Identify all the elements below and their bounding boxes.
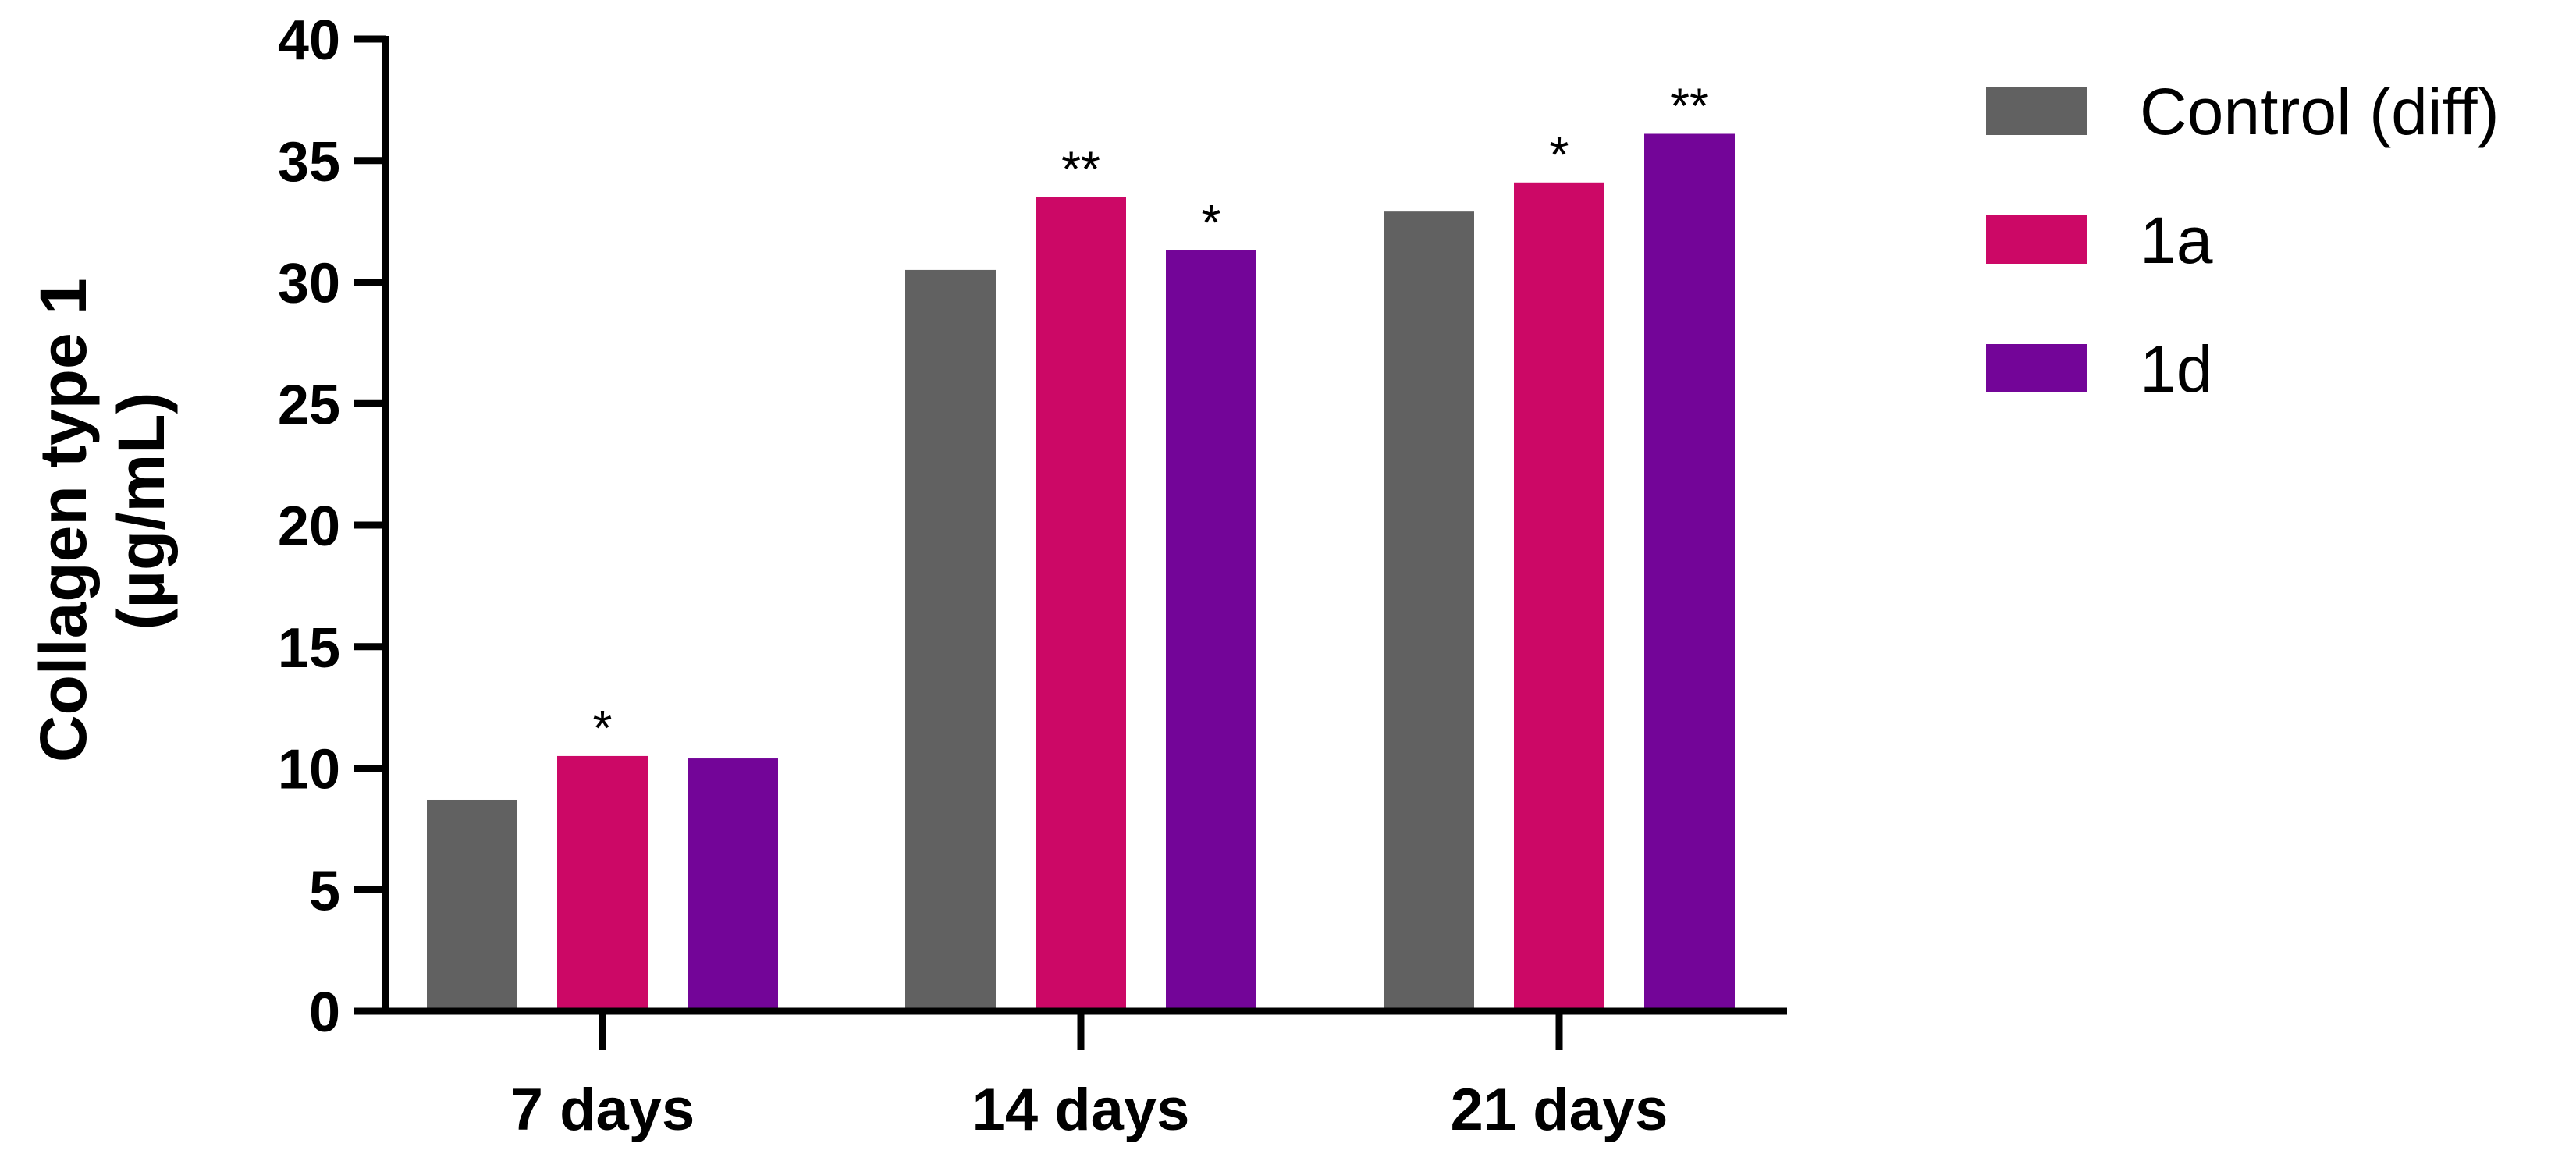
y-tick-label: 5: [309, 860, 340, 922]
legend-swatch: [1986, 344, 2087, 392]
y-tick-label: 15: [278, 617, 340, 680]
y-tick-label: 40: [278, 9, 340, 72]
bar: [905, 269, 996, 1011]
bar: [1036, 197, 1126, 1012]
significance-markers: *** ****: [593, 77, 1709, 755]
y-axis-label-line-2: (µg/mL): [105, 392, 178, 630]
bar: [557, 755, 648, 1011]
y-tick-label: 0: [309, 982, 340, 1044]
legend: Control (diff) 1a 1d: [1986, 75, 2500, 406]
significance-marker: *: [1550, 126, 1569, 183]
legend-label: 1d: [2140, 332, 2212, 406]
y-tick-label: 35: [278, 131, 340, 194]
legend-label: Control (diff): [2140, 75, 2500, 148]
y-tick-label: 10: [278, 739, 340, 801]
bar: [1166, 250, 1256, 1011]
x-axis-ticks: 7 days 14 days 21 days: [510, 1011, 1668, 1143]
bar: [1644, 133, 1735, 1012]
y-axis-label-line-1: Collagen type 1: [27, 278, 100, 762]
y-tick-label: 25: [278, 374, 340, 436]
significance-marker: *: [593, 700, 613, 756]
legend-swatch: [1986, 215, 2087, 264]
legend-swatch: [1986, 87, 2087, 135]
legend-label: 1a: [2140, 204, 2213, 277]
y-axis-label: Collagen type 1 (µg/mL): [27, 260, 178, 762]
bar: [427, 799, 517, 1011]
y-axis-ticks: 0 5 10 15 20 25 30 35 40: [278, 9, 386, 1044]
x-tick-label: 7 days: [510, 1077, 695, 1143]
bar: [1384, 211, 1474, 1011]
x-tick-label: 14 days: [972, 1077, 1190, 1143]
bars: [427, 133, 1735, 1012]
significance-marker: **: [1061, 140, 1100, 197]
bar: [688, 758, 778, 1011]
significance-marker: **: [1670, 77, 1709, 133]
y-tick-label: 30: [278, 253, 340, 315]
bar: [1514, 182, 1604, 1011]
significance-marker: *: [1202, 194, 1221, 250]
x-tick-label: 21 days: [1451, 1077, 1668, 1143]
y-tick-label: 20: [278, 495, 340, 558]
